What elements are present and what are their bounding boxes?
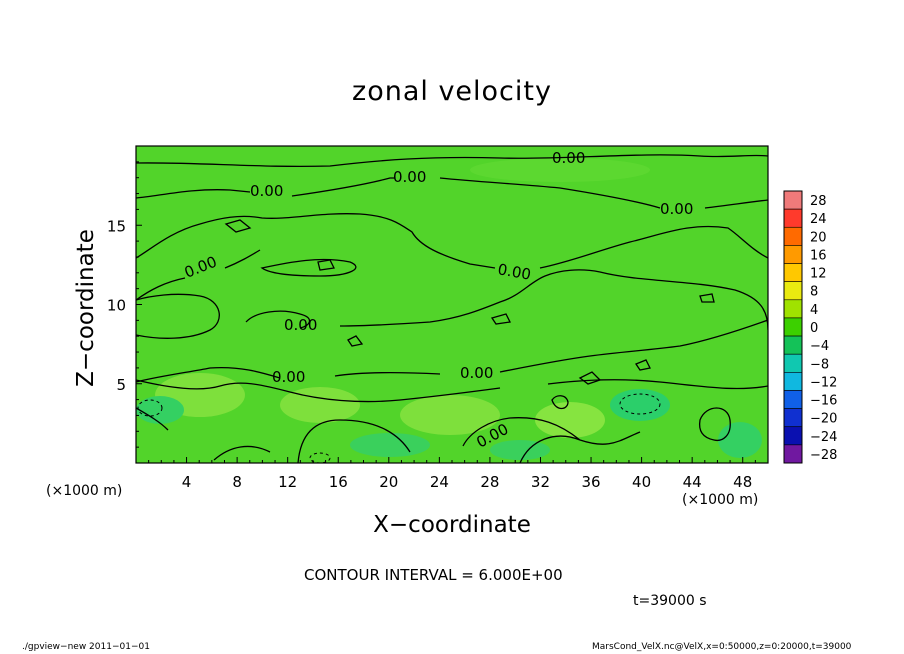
colorbar-label: 0 <box>810 321 818 336</box>
colorbar-swatch <box>783 372 803 391</box>
colorbar-label: 4 <box>810 303 818 318</box>
contour-line <box>698 407 731 442</box>
y-tick-label: 10 <box>107 297 126 315</box>
footer-left: ./gpview−new 2011−01−01 <box>22 642 150 652</box>
colorbar-label: −28 <box>810 448 837 463</box>
contour-line <box>136 249 261 301</box>
colorbar-label: 20 <box>810 230 827 245</box>
colorbar-label: 8 <box>810 285 818 300</box>
contour-label: 0.00 <box>496 260 532 284</box>
x-tick-label: 36 <box>581 473 600 491</box>
x-tick-label: 32 <box>531 473 550 491</box>
colorbar-label: 16 <box>810 248 827 263</box>
y-ticks: 5 10 15 <box>107 161 142 448</box>
chart-title: zonal velocity <box>352 76 552 107</box>
x-tick-label: 24 <box>430 473 449 491</box>
light-patch <box>280 387 360 423</box>
cool-patch <box>718 422 762 458</box>
colorbar-label: 12 <box>810 267 827 282</box>
cool-patch <box>136 396 184 424</box>
contour-label: 0.00 <box>284 316 317 334</box>
colorbar-label: −8 <box>810 357 829 372</box>
colorbar-swatch <box>783 208 803 228</box>
x-tick-label: 16 <box>329 473 348 491</box>
colorbar-label: 28 <box>810 194 827 209</box>
x-axis-label: X−coordinate <box>373 512 531 538</box>
x-tick-label: 8 <box>232 473 242 491</box>
contour-line <box>136 177 768 209</box>
colorbar-label: 24 <box>810 212 827 227</box>
x-tick-label: 48 <box>733 473 752 491</box>
contour-interval-text: CONTOUR INTERVAL = 6.000E+00 <box>304 566 563 584</box>
colorbar-swatch <box>783 390 803 409</box>
colorbar-label: −20 <box>810 412 837 427</box>
x-tick-label: 28 <box>480 473 499 491</box>
contour-line <box>136 379 768 403</box>
contour-line <box>245 269 768 331</box>
colorbar-label: −16 <box>810 394 837 409</box>
light-patch <box>470 158 650 182</box>
colorbar-swatch <box>783 190 803 210</box>
contour-line <box>136 213 768 269</box>
x-ticks: 4 8 12 16 20 24 28 32 36 40 44 48 <box>148 457 756 491</box>
colorbar-label: −24 <box>810 430 837 445</box>
contour-label: 0.00 <box>460 364 493 382</box>
contour-line <box>136 293 220 339</box>
colorbar-swatch <box>783 444 803 464</box>
negative-contour <box>137 399 163 417</box>
colorbar-swatch <box>783 245 803 264</box>
contour-label: 0.00 <box>393 168 426 186</box>
negative-contours <box>137 393 661 463</box>
light-patch <box>400 395 500 435</box>
x-tick-label: 12 <box>278 473 297 491</box>
colorbar-label: −12 <box>810 375 837 390</box>
colorbar-swatch <box>783 263 803 282</box>
x-unit-right: (×1000 m) <box>682 492 759 508</box>
contour-label: 0.00 <box>272 368 305 386</box>
y-tick-label: 15 <box>107 217 126 235</box>
cool-patch <box>350 433 430 457</box>
colorbar-swatch <box>783 317 803 337</box>
contour-line <box>136 154 768 168</box>
contour-label: 0.00 <box>552 149 585 167</box>
footer-right: MarsCond_VelX.nc@VelX,x=0:50000,z=0:2000… <box>592 642 852 652</box>
colorbar-swatch <box>783 299 803 319</box>
colorbar-swatch <box>783 281 803 301</box>
colorbar-frame <box>783 190 803 464</box>
colorbar-swatch <box>783 408 803 428</box>
cool-patch <box>490 440 550 460</box>
contour-line <box>551 395 569 410</box>
contour-lines <box>136 154 768 463</box>
contour-line <box>224 219 715 385</box>
negative-contour <box>619 393 661 415</box>
x-unit-left: (×1000 m) <box>46 483 123 499</box>
colorbar-swatch <box>783 426 803 446</box>
time-stamp: t=39000 s <box>633 593 707 609</box>
field-shading <box>136 158 762 460</box>
colorbar-swatch <box>783 226 803 246</box>
contour-labels: 0.00 0.00 0.00 0.00 0.00 0.00 0.00 0.00 … <box>182 149 694 452</box>
contour-label: 0.00 <box>250 182 283 200</box>
contour-label: 0.00 <box>660 200 693 218</box>
contour-line <box>136 407 641 463</box>
negative-contour <box>309 452 331 463</box>
x-tick-label: 20 <box>379 473 398 491</box>
contour-line <box>136 319 768 383</box>
light-patch <box>535 402 605 438</box>
x-tick-label: 44 <box>683 473 702 491</box>
y-tick-label: 5 <box>116 376 126 394</box>
x-tick-label: 40 <box>632 473 651 491</box>
x-tick-label: 4 <box>182 473 192 491</box>
colorbar-swatch <box>783 335 803 355</box>
colorbar: 28 24 20 16 12 8 4 0 −4 −8 −12 −16 −20 −24 −28 <box>783 190 837 464</box>
contour-line <box>260 258 357 277</box>
colorbar-label: −4 <box>810 339 829 354</box>
colorbar-swatch <box>783 353 803 373</box>
